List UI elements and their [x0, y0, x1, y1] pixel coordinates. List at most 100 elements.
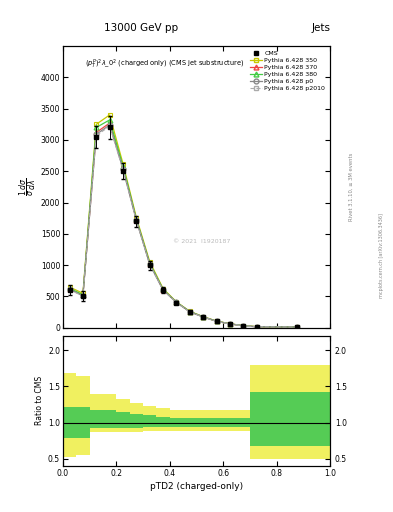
Bar: [90, 394, 103, 432]
Bar: [103, 410, 116, 428]
Pythia 6.428 380: [81, 292, 85, 298]
Pythia 6.428 p2010: [67, 287, 72, 293]
Bar: [130, 403, 143, 432]
Text: © 2021  I1920187: © 2021 I1920187: [173, 239, 231, 244]
Bar: [63, 407, 76, 438]
Pythia 6.428 370: [161, 287, 165, 293]
Pythia 6.428 p2010: [94, 133, 99, 139]
Pythia 6.428 p0: [107, 122, 112, 128]
Pythia 6.428 p2010: [107, 123, 112, 129]
Pythia 6.428 380: [161, 286, 165, 292]
Pythia 6.428 350: [187, 308, 192, 314]
Text: 13000 GeV pp: 13000 GeV pp: [105, 23, 178, 33]
Pythia 6.428 p0: [121, 166, 125, 172]
Pythia 6.428 380: [214, 318, 219, 324]
Bar: [76, 407, 90, 438]
Pythia 6.428 380: [294, 324, 299, 330]
Bar: [143, 415, 156, 427]
Pythia 6.428 370: [201, 314, 206, 320]
Bar: [263, 392, 330, 446]
Pythia 6.428 p2010: [241, 323, 246, 329]
Pythia 6.428 350: [254, 324, 259, 330]
Pythia 6.428 370: [94, 130, 99, 136]
Pythia 6.428 p2010: [134, 218, 139, 224]
Line: Pythia 6.428 p0: Pythia 6.428 p0: [67, 122, 299, 330]
Line: Pythia 6.428 370: Pythia 6.428 370: [67, 121, 299, 330]
Pythia 6.428 380: [107, 117, 112, 123]
Pythia 6.428 p0: [241, 323, 246, 329]
Pythia 6.428 p0: [187, 309, 192, 315]
Pythia 6.428 380: [134, 216, 139, 222]
Bar: [183, 418, 196, 427]
Bar: [223, 418, 237, 427]
Pythia 6.428 p0: [94, 131, 99, 137]
Pythia 6.428 380: [94, 124, 99, 131]
Y-axis label: Ratio to CMS: Ratio to CMS: [35, 376, 44, 425]
Pythia 6.428 350: [67, 284, 72, 290]
Bar: [143, 406, 156, 431]
Pythia 6.428 370: [241, 323, 246, 329]
Bar: [170, 410, 183, 431]
Pythia 6.428 p0: [214, 318, 219, 325]
Bar: [156, 408, 170, 431]
Pythia 6.428 p2010: [294, 324, 299, 330]
Pythia 6.428 380: [174, 299, 179, 305]
Bar: [116, 413, 130, 428]
Pythia 6.428 350: [134, 215, 139, 221]
Pythia 6.428 370: [214, 318, 219, 324]
Pythia 6.428 370: [81, 292, 85, 298]
Bar: [130, 414, 143, 428]
Bar: [63, 373, 76, 457]
Pythia 6.428 p2010: [228, 321, 232, 327]
Bar: [183, 410, 196, 431]
Pythia 6.428 350: [228, 321, 232, 327]
Pythia 6.428 350: [214, 318, 219, 324]
Text: mcplots.cern.ch [arXiv:1306.3436]: mcplots.cern.ch [arXiv:1306.3436]: [379, 214, 384, 298]
Pythia 6.428 p0: [201, 314, 206, 320]
Pythia 6.428 370: [187, 309, 192, 315]
Pythia 6.428 380: [228, 321, 232, 327]
Bar: [156, 417, 170, 427]
Pythia 6.428 350: [201, 314, 206, 320]
Line: Pythia 6.428 p2010: Pythia 6.428 p2010: [67, 124, 299, 330]
Pythia 6.428 350: [174, 299, 179, 305]
Pythia 6.428 p2010: [81, 293, 85, 299]
Pythia 6.428 p0: [134, 217, 139, 223]
Bar: [210, 410, 223, 431]
Bar: [196, 410, 210, 431]
Pythia 6.428 370: [228, 321, 232, 327]
Pythia 6.428 380: [147, 260, 152, 266]
Pythia 6.428 p2010: [161, 287, 165, 293]
Pythia 6.428 p0: [161, 287, 165, 293]
Legend: CMS, Pythia 6.428 350, Pythia 6.428 370, Pythia 6.428 380, Pythia 6.428 p0, Pyth: CMS, Pythia 6.428 350, Pythia 6.428 370,…: [249, 49, 327, 93]
Pythia 6.428 p0: [228, 321, 232, 327]
Pythia 6.428 p0: [67, 286, 72, 292]
Pythia 6.428 370: [254, 324, 259, 330]
Pythia 6.428 p0: [147, 261, 152, 267]
Pythia 6.428 p2010: [214, 318, 219, 325]
Pythia 6.428 p0: [254, 324, 259, 330]
Line: Pythia 6.428 380: Pythia 6.428 380: [67, 117, 299, 329]
Pythia 6.428 370: [147, 261, 152, 267]
Pythia 6.428 380: [121, 163, 125, 169]
Pythia 6.428 350: [94, 121, 99, 127]
Pythia 6.428 p2010: [174, 300, 179, 306]
Bar: [116, 399, 130, 432]
Pythia 6.428 350: [294, 324, 299, 330]
Pythia 6.428 p2010: [121, 166, 125, 173]
Pythia 6.428 380: [187, 309, 192, 315]
Pythia 6.428 p2010: [254, 324, 259, 330]
Pythia 6.428 350: [241, 323, 246, 329]
Pythia 6.428 370: [67, 286, 72, 292]
Bar: [170, 418, 183, 427]
Pythia 6.428 370: [134, 217, 139, 223]
Pythia 6.428 350: [121, 161, 125, 167]
Bar: [90, 410, 103, 428]
Text: Rivet 3.1.10, ≥ 3M events: Rivet 3.1.10, ≥ 3M events: [349, 153, 354, 221]
Pythia 6.428 p0: [174, 300, 179, 306]
X-axis label: pTD2 (charged-only): pTD2 (charged-only): [150, 482, 243, 491]
Pythia 6.428 p2010: [147, 262, 152, 268]
Pythia 6.428 380: [201, 314, 206, 320]
Text: Jets: Jets: [311, 23, 330, 33]
Pythia 6.428 350: [147, 259, 152, 265]
